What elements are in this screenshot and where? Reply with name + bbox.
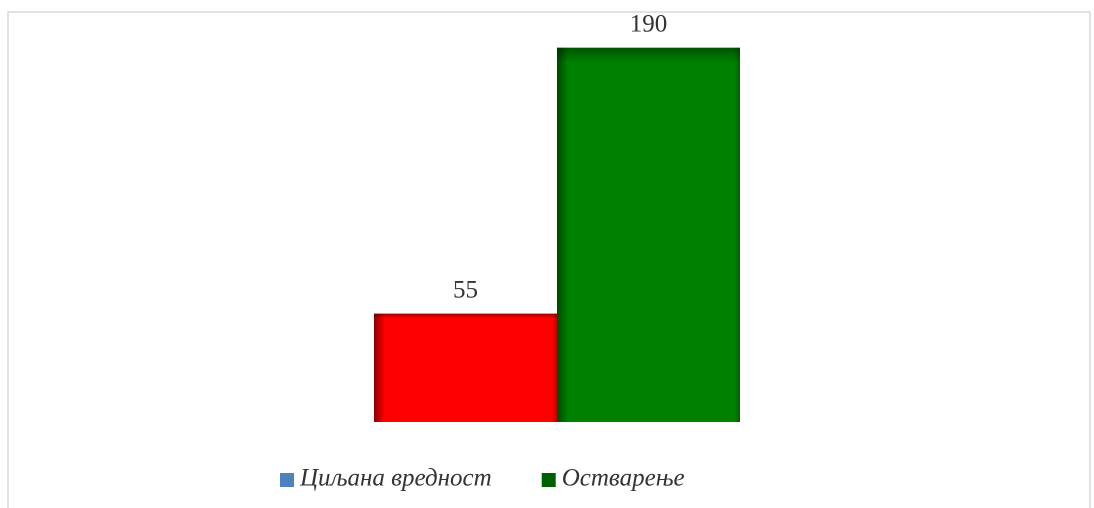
data-label: 190 xyxy=(630,10,668,37)
legend-marker xyxy=(541,473,556,487)
chart-frame xyxy=(7,11,1091,508)
legend-label: Циљана вредност xyxy=(299,465,492,492)
legend-label: Остварење xyxy=(562,465,685,492)
legend-marker xyxy=(280,473,294,487)
data-label: 55 xyxy=(453,276,478,303)
bar-shade xyxy=(374,313,557,422)
bar-shade xyxy=(557,47,740,422)
